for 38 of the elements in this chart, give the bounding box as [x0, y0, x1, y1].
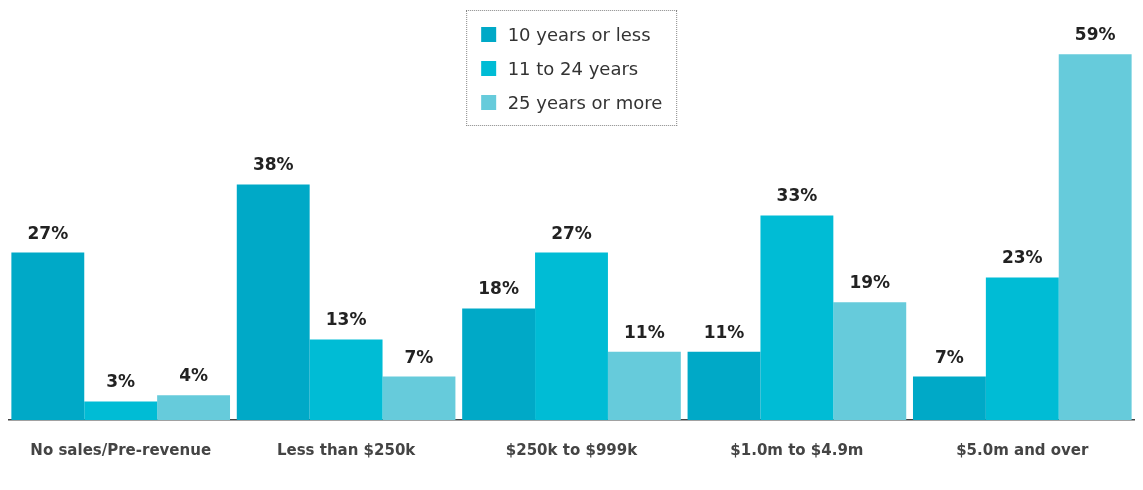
- data-label: 59%: [1074, 24, 1116, 45]
- data-label: 18%: [478, 278, 519, 299]
- bar: [760, 215, 834, 420]
- legend-label: 25 years or more: [507, 91, 663, 113]
- data-label: 27%: [27, 222, 69, 243]
- bar: [687, 351, 761, 420]
- legend-label: 10 years or less: [507, 23, 651, 45]
- bar: [833, 302, 907, 420]
- data-label: 27%: [551, 222, 592, 243]
- data-label: 33%: [776, 185, 818, 206]
- bar: [607, 351, 681, 420]
- data-label: 13%: [325, 309, 367, 330]
- bar: [985, 277, 1059, 420]
- bar: [84, 401, 158, 420]
- x-tick-label: $1.0m to $4.9m: [730, 440, 864, 459]
- x-tick-label: $250k to $999k: [505, 440, 639, 459]
- bar: [462, 308, 536, 420]
- bar: [912, 376, 986, 420]
- bar: [157, 395, 231, 420]
- x-tick-label: Less than $250k: [276, 440, 417, 459]
- bar: [535, 252, 608, 420]
- data-label: 7%: [404, 346, 434, 367]
- data-label: 19%: [849, 272, 891, 293]
- data-label: 3%: [106, 371, 136, 392]
- data-label: 23%: [1001, 247, 1043, 268]
- data-label: 11%: [624, 321, 665, 342]
- bar: [11, 252, 85, 420]
- legend-label: 11 to 24 years: [507, 57, 639, 79]
- bar: [236, 184, 310, 420]
- x-tick-label: $5.0m and over: [956, 440, 1090, 459]
- x-tick-label: No sales/Pre-revenue: [30, 440, 212, 459]
- data-label: 7%: [934, 346, 964, 367]
- data-label: 11%: [703, 321, 745, 342]
- bar: [382, 376, 456, 420]
- data-label: 4%: [179, 365, 209, 386]
- bar: [1058, 54, 1132, 420]
- data-label: 38%: [252, 154, 294, 175]
- bar: [309, 339, 383, 420]
